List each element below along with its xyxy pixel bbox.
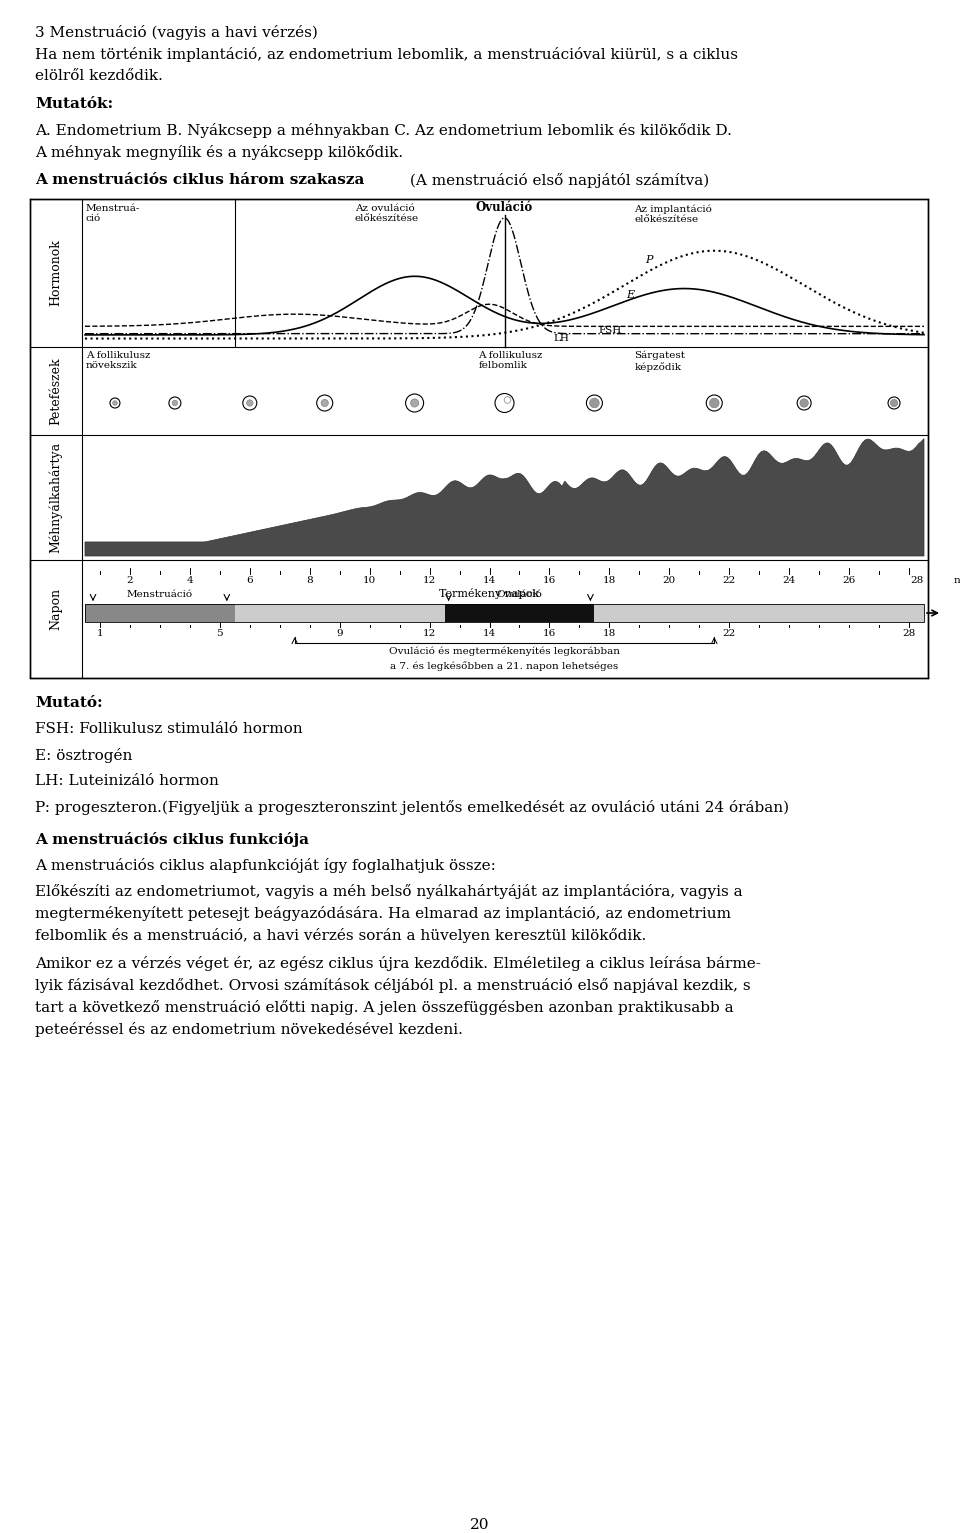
Text: 20: 20 xyxy=(470,1518,490,1531)
Circle shape xyxy=(112,400,117,405)
Circle shape xyxy=(172,400,178,406)
Text: Az implantáció
előkészítése: Az implantáció előkészítése xyxy=(635,204,712,224)
Circle shape xyxy=(709,399,719,408)
Bar xyxy=(30,199,928,678)
Text: 4: 4 xyxy=(186,576,193,586)
Text: A menstruációs ciklus funkciója: A menstruációs ciklus funkciója xyxy=(35,832,309,848)
Text: 2: 2 xyxy=(127,576,133,586)
Text: LH: Luteinizáló hormon: LH: Luteinizáló hormon xyxy=(35,774,219,788)
Circle shape xyxy=(707,396,722,411)
Circle shape xyxy=(495,394,514,412)
Text: Előkészíti az endometriumot, vagyis a méh belső nyálkahártyáját az implantációra: Előkészíti az endometriumot, vagyis a mé… xyxy=(35,885,743,898)
Text: Ovuláció: Ovuláció xyxy=(496,590,542,599)
Text: 14: 14 xyxy=(483,576,496,586)
Text: 9: 9 xyxy=(336,629,343,638)
Text: 14: 14 xyxy=(483,629,496,638)
Text: (A menstruáció első napjától számítva): (A menstruáció első napjától számítva) xyxy=(405,173,709,189)
Text: A follikulusz
növekszik: A follikulusz növekszik xyxy=(86,351,151,371)
Circle shape xyxy=(589,399,599,408)
Text: 8: 8 xyxy=(306,576,313,586)
Text: Ovuláció és megtermékenyítés legkorábban: Ovuláció és megtermékenyítés legkorábban xyxy=(389,647,620,656)
Text: Méhnyálkahártya: Méhnyálkahártya xyxy=(49,442,62,553)
Text: Ovuláció: Ovuláció xyxy=(476,201,533,215)
Text: Termékeny napok: Termékeny napok xyxy=(440,589,540,599)
Text: Menstruá-
ció: Menstruá- ció xyxy=(86,204,140,224)
Bar xyxy=(85,604,924,622)
Text: E: ösztrogén: E: ösztrogén xyxy=(35,748,132,763)
Text: 26: 26 xyxy=(843,576,855,586)
Text: FSH: FSH xyxy=(598,327,622,334)
Text: A menstruációs ciklus alapfunkcióját így foglalhatjuk össze:: A menstruációs ciklus alapfunkcióját így… xyxy=(35,858,496,872)
Polygon shape xyxy=(85,438,924,556)
Circle shape xyxy=(406,394,423,412)
Circle shape xyxy=(800,399,808,408)
Text: 3 Menstruáció (vagyis a havi vérzés): 3 Menstruáció (vagyis a havi vérzés) xyxy=(35,25,318,40)
Text: Hormonok: Hormonok xyxy=(50,239,62,307)
Text: FSH: Follikulusz stimuláló hormon: FSH: Follikulusz stimuláló hormon xyxy=(35,722,302,736)
Text: 16: 16 xyxy=(542,629,556,638)
Circle shape xyxy=(587,396,602,411)
Bar xyxy=(85,604,924,622)
Text: 12: 12 xyxy=(423,629,436,638)
Text: 1: 1 xyxy=(97,629,104,638)
Text: P: P xyxy=(645,254,653,265)
Text: a 7. és legkésőbben a 21. napon lehetséges: a 7. és legkésőbben a 21. napon lehetség… xyxy=(391,661,618,671)
Text: 18: 18 xyxy=(603,576,616,586)
Text: Napon: Napon xyxy=(50,589,62,630)
Text: tart a következő menstruáció előtti napig. A jelen összefüggésben azonban prakti: tart a következő menstruáció előtti napi… xyxy=(35,1000,733,1015)
Circle shape xyxy=(243,396,257,409)
Text: peteéréssel és az endometrium növekedésével kezdeni.: peteéréssel és az endometrium növekedésé… xyxy=(35,1023,463,1036)
Circle shape xyxy=(247,400,252,406)
Text: Ha nem történik implantáció, az endometrium lebomlik, a menstruációval kiürül, s: Ha nem történik implantáció, az endometr… xyxy=(35,48,738,61)
Circle shape xyxy=(411,399,419,408)
Text: E: E xyxy=(626,290,635,299)
Text: Sárgatest
képződik: Sárgatest képződik xyxy=(635,351,685,373)
Circle shape xyxy=(504,397,511,403)
Text: P: progeszteron.(Figyeljük a progeszteronszint jelentős emelkedését az ovuláció : P: progeszteron.(Figyeljük a progesztero… xyxy=(35,800,789,816)
Text: Mutató:: Mutató: xyxy=(35,696,103,710)
Circle shape xyxy=(321,400,328,406)
Text: 22: 22 xyxy=(723,629,736,638)
Text: Mutatók:: Mutatók: xyxy=(35,97,113,110)
Text: napon: napon xyxy=(954,576,960,586)
Text: 28: 28 xyxy=(902,629,916,638)
Circle shape xyxy=(317,396,333,411)
Text: A menstruációs ciklus három szakasza: A menstruációs ciklus három szakasza xyxy=(35,173,365,187)
Text: megtermékenyített petesejt beágyazódására. Ha elmarad az implantáció, az endomet: megtermékenyített petesejt beágyazódásár… xyxy=(35,906,731,921)
Text: 28: 28 xyxy=(910,576,924,586)
Text: A méhnyak megnyílik és a nyákcsepp kilökődik.: A méhnyak megnyílik és a nyákcsepp kilök… xyxy=(35,146,403,159)
Bar xyxy=(444,604,594,622)
Text: A follikulusz
felbomlik: A follikulusz felbomlik xyxy=(478,351,543,371)
Circle shape xyxy=(888,397,900,409)
Circle shape xyxy=(169,397,180,409)
Text: 24: 24 xyxy=(782,576,796,586)
Text: A. Endometrium B. Nyákcsepp a méhnyakban C. Az endometrium lebomlik és kilökődik: A. Endometrium B. Nyákcsepp a méhnyakban… xyxy=(35,123,732,138)
Text: felbomlik és a menstruáció, a havi vérzés során a hüvelyen keresztül kilökődik.: felbomlik és a menstruáció, a havi vérzé… xyxy=(35,927,646,943)
Bar xyxy=(85,604,235,622)
Text: Petefészek: Petefészek xyxy=(50,357,62,425)
Circle shape xyxy=(891,400,898,406)
Text: 22: 22 xyxy=(723,576,736,586)
Text: 20: 20 xyxy=(662,576,676,586)
Text: elölről kezdődik.: elölről kezdődik. xyxy=(35,69,163,83)
Text: 18: 18 xyxy=(603,629,616,638)
Text: 10: 10 xyxy=(363,576,376,586)
Text: 12: 12 xyxy=(423,576,436,586)
Text: LH: LH xyxy=(554,334,569,343)
Circle shape xyxy=(797,396,811,409)
Text: Menstruáció: Menstruáció xyxy=(127,590,193,599)
Circle shape xyxy=(110,399,120,408)
Text: 16: 16 xyxy=(542,576,556,586)
Text: 6: 6 xyxy=(247,576,253,586)
Text: 5: 5 xyxy=(217,629,223,638)
Text: Amikor ez a vérzés véget ér, az egész ciklus újra kezdődik. Elméletileg a ciklus: Amikor ez a vérzés véget ér, az egész ci… xyxy=(35,957,761,970)
Text: Az ovuláció
előkészítése: Az ovuláció előkészítése xyxy=(354,204,419,224)
Text: lyik fázisával kezdődhet. Orvosi számítások céljából pl. a menstruáció első napj: lyik fázisával kezdődhet. Orvosi számítá… xyxy=(35,978,751,993)
